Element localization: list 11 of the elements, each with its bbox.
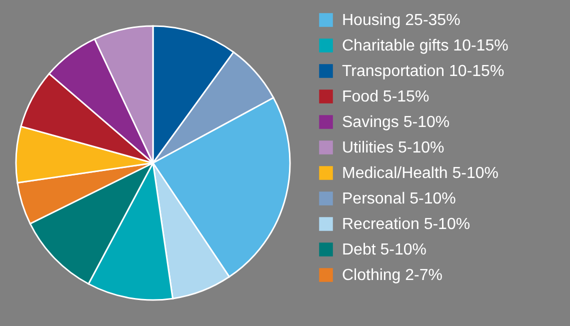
legend-label: Utilities 5-10% (342, 140, 444, 156)
legend-label: Charitable gifts 10-15% (342, 38, 508, 54)
legend-label: Recreation 5-10% (342, 216, 470, 233)
legend-label: Food 5-15% (342, 88, 430, 106)
legend-label: Medical/Health 5-10% (342, 165, 499, 182)
legend-label: Savings 5-10% (342, 114, 450, 131)
legend-label: Personal 5-10% (342, 190, 456, 208)
legend-label: Clothing 2-7% (342, 267, 442, 284)
legend-label: Housing 25-35% (342, 12, 460, 29)
legend-label: Transportation 10-15% (342, 63, 504, 80)
legend-label: Debt 5-10% (342, 242, 426, 258)
